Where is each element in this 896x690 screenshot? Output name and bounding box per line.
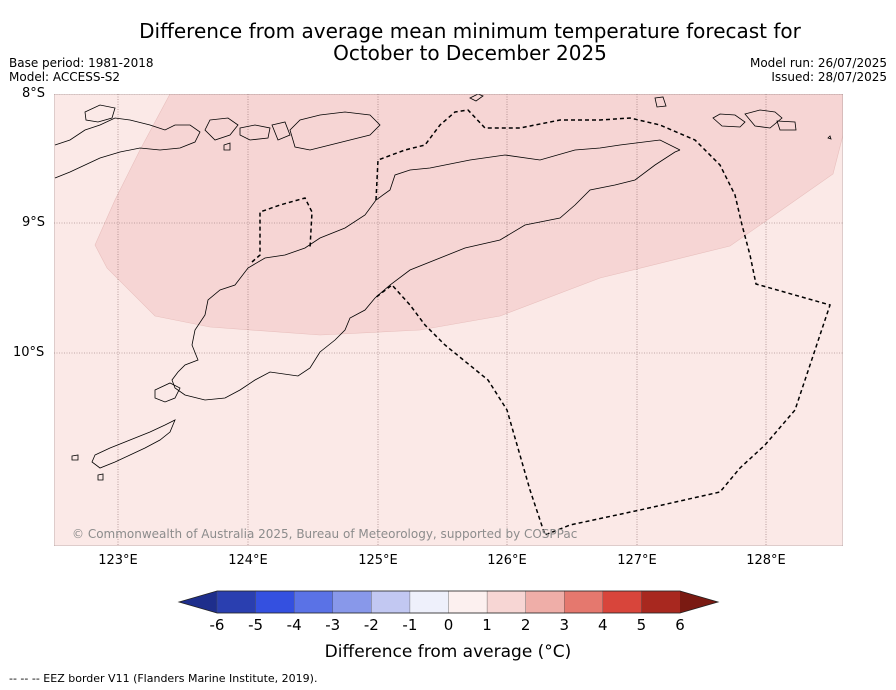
eez-footnote: -- -- -- EEZ border V11 (Flanders Marine… — [9, 672, 318, 685]
alor-coast — [289, 111, 381, 151]
colorbar-tick-label: 4 — [598, 616, 608, 634]
solor-coast — [239, 124, 271, 141]
colorbar-tick-label: -6 — [209, 616, 225, 634]
base-period: Base period: 1981-2018 — [9, 56, 154, 70]
flores-coast — [54, 117, 201, 179]
island-east-2 — [776, 120, 797, 131]
colorbar-extend-high — [680, 591, 718, 613]
island-small-6 — [827, 135, 832, 140]
lon-label-127e: 127°E — [617, 553, 657, 568]
colorbar-segments — [216, 590, 681, 614]
anomaly-region-higher — [94, 94, 843, 336]
colorbar-tick-label: 5 — [636, 616, 647, 634]
colorbar-tick-label: -3 — [325, 616, 341, 634]
copyright-notice: © Commonwealth of Australia 2025, Bureau… — [72, 527, 578, 541]
wetar-island-coast — [712, 113, 746, 128]
lon-label-123e: 123°E — [98, 553, 138, 568]
colorbar-segment — [216, 590, 257, 614]
title-line-2: October to December 2025 — [333, 41, 607, 65]
colorbar-segment — [564, 590, 604, 614]
colorbar-tick-label: -1 — [402, 616, 418, 634]
colorbar-segment — [486, 590, 527, 614]
colorbar-segment — [409, 590, 449, 614]
eez-borders — [251, 109, 831, 536]
colorbar-segment — [641, 590, 681, 614]
colorbar-segment — [255, 590, 295, 614]
lat-label-8s: 8°S — [22, 86, 46, 101]
island-small-1 — [654, 96, 667, 108]
figure-title: Difference from average mean minimum tem… — [100, 20, 840, 64]
eez-border-north — [374, 109, 831, 536]
colorbar-tick-label: 6 — [675, 616, 685, 634]
colorbar-tick-label: -4 — [286, 616, 302, 634]
colorbar-label: Difference from average (°C) — [324, 642, 572, 662]
flores-north-coast — [84, 104, 116, 123]
island-small-2 — [469, 94, 484, 102]
gridlines — [54, 94, 843, 546]
pantar-coast — [271, 121, 291, 141]
lon-label-125e: 125°E — [358, 553, 398, 568]
colorbar-tick-label: 3 — [559, 616, 570, 634]
island-small-5 — [97, 473, 104, 481]
metadata-right: Model run: 26/07/2025 Issued: 28/07/2025 — [750, 56, 887, 84]
lat-label-10s: 10°S — [13, 345, 45, 360]
model-run: Model run: 26/07/2025 — [749, 56, 887, 70]
colorbar-segment — [602, 590, 642, 614]
colorbar-tick-label: 1 — [482, 616, 492, 634]
flores-east-coast — [204, 117, 239, 141]
colorbar-tick-label: 0 — [443, 616, 454, 634]
title-line-1: Difference from average mean minimum tem… — [139, 19, 801, 43]
colorbar — [177, 590, 720, 614]
timor-island-coast — [171, 139, 681, 401]
colorbar-segment — [448, 590, 488, 614]
colorbar-segment — [371, 590, 411, 614]
coastlines — [54, 94, 832, 481]
lat-label-9s: 9°S — [22, 215, 46, 230]
issued-date: Issued: 28/07/2025 — [771, 70, 887, 84]
island-small-4 — [71, 454, 79, 461]
lon-label-124e: 124°E — [228, 553, 268, 568]
colorbar-segment — [332, 590, 372, 614]
island-east-1 — [744, 109, 783, 129]
colorbar-tick-label: -5 — [248, 616, 264, 634]
lon-label-126e: 126°E — [487, 553, 527, 568]
colorbar-tick-label: 2 — [520, 616, 531, 634]
metadata-left: Base period: 1981-2018 Model: ACCESS-S2 — [9, 56, 154, 84]
lon-label-128e: 128°E — [746, 553, 786, 568]
colorbar-extend-low — [179, 591, 217, 613]
island-small-3 — [223, 142, 231, 151]
eez-border-west — [251, 197, 313, 263]
model-name: Model: ACCESS-S2 — [9, 70, 121, 84]
colorbar-segment — [293, 590, 334, 614]
rote-coast — [154, 382, 181, 403]
colorbar-tick-label: -2 — [363, 616, 379, 634]
sawu-coast — [91, 419, 176, 469]
colorbar-segment — [525, 590, 565, 614]
